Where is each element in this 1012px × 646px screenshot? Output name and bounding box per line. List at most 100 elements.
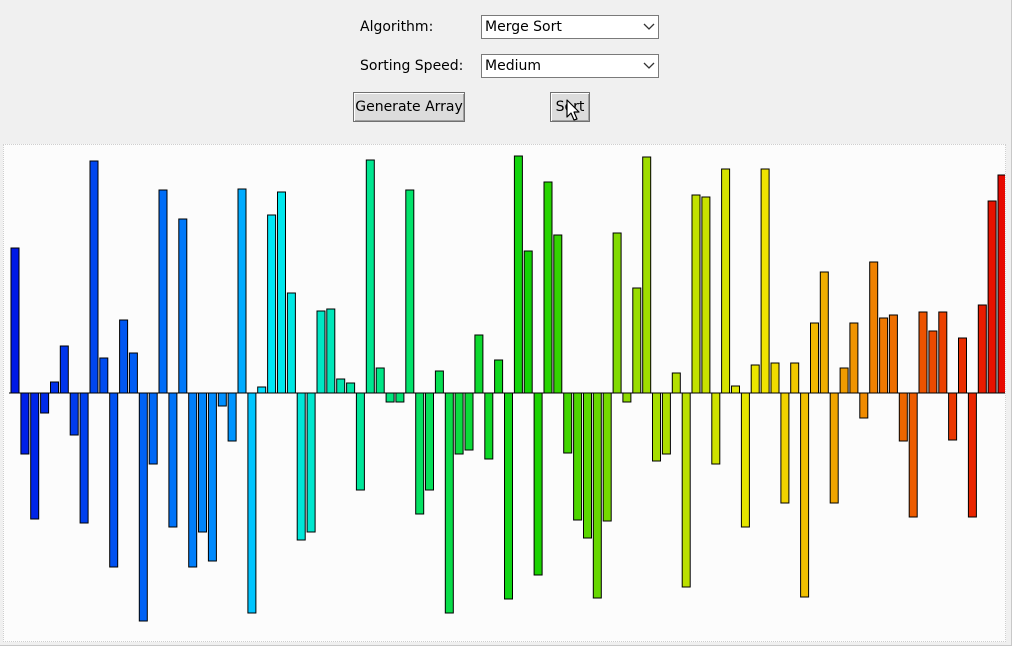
array-bar [365,159,375,394]
array-bar [79,392,89,524]
array-bar [928,330,938,394]
bar-chart [9,155,1005,622]
array-bar [168,392,178,528]
array-bar [681,392,691,588]
array-bar [632,287,642,394]
array-bar [780,392,790,504]
array-bar [839,367,849,394]
array-bar [217,392,227,407]
algorithm-select[interactable]: Merge Sort [481,15,659,39]
array-bar [227,392,237,442]
array-bar [138,392,148,622]
array-bar [405,189,415,394]
array-bar [573,392,583,521]
array-bar [810,322,819,394]
array-bar [523,250,533,394]
array-bar [721,168,731,394]
array-bar [494,359,504,394]
array-bar [434,370,444,394]
array-bar [109,392,119,568]
array-bar [671,372,681,394]
array-bar [277,191,286,394]
array-bar [997,174,1005,394]
bar-canvas [3,144,1006,642]
array-bar [740,392,750,528]
array-bar [563,392,573,454]
mouse-pointer-icon [566,99,580,121]
array-bar [760,168,770,394]
array-bar [415,392,425,515]
speed-select[interactable]: Medium [481,54,659,78]
array-bar [533,392,543,576]
array-bar [602,392,612,522]
array-bar [286,292,296,394]
array-bar [691,194,701,394]
array-bar [958,337,967,394]
array-bar [198,392,207,533]
algorithm-select-value: Merge Sort [485,19,562,35]
array-bar [898,392,908,442]
array-bar [592,392,602,599]
array-bar [888,314,898,394]
array-bar [336,378,346,394]
array-bar [484,392,494,460]
array-bar [20,392,30,455]
array-bar [464,392,474,451]
array-bar [474,334,484,394]
array-bar [583,392,592,539]
array-bar [10,247,20,394]
array-bar [908,392,918,518]
array-bar [40,392,50,414]
array-bar [731,385,740,394]
array-bar [701,196,711,394]
array-bar [267,214,277,394]
array-bar [395,392,405,403]
array-bar [30,392,40,520]
chevron-down-icon [640,55,658,77]
array-bar [296,392,306,541]
array-bar [50,381,59,394]
array-bar [355,392,365,491]
array-bar [346,382,356,394]
speed-label: Sorting Speed: [360,58,464,74]
array-bar [879,317,889,394]
array-bar [543,181,553,394]
array-bar [119,319,129,394]
algorithm-label: Algorithm: [360,19,434,35]
array-bar [750,364,760,394]
array-bar [178,218,188,394]
array-bar [987,200,997,394]
generate-array-button[interactable]: Generate Array [353,92,465,122]
array-bar [375,367,385,394]
array-bar [247,392,257,614]
array-bar [444,392,454,614]
array-bar [513,155,523,394]
chevron-down-icon [640,16,658,38]
array-bar [612,232,622,394]
array-bar [661,392,671,455]
array-bar [642,156,652,394]
array-bar [148,392,158,465]
array-bar [128,352,138,394]
array-bar [425,392,434,491]
array-bar [918,311,928,394]
array-bar [800,392,810,598]
array-bar [158,189,168,394]
array-bar [326,308,336,394]
array-bar [829,392,839,504]
array-bar [306,392,316,533]
array-bar [819,271,829,394]
array-bar [504,392,513,600]
array-bar [622,392,632,403]
array-bar [553,234,563,394]
array-bar [59,345,69,394]
array-bar [237,188,247,394]
array-bar [859,392,869,419]
array-bar [849,322,859,394]
array-bar [385,392,395,403]
array-bar [188,392,198,568]
array-bar [652,392,661,462]
array-bar [938,311,948,394]
array-bar [89,160,99,394]
array-bar [967,392,977,518]
